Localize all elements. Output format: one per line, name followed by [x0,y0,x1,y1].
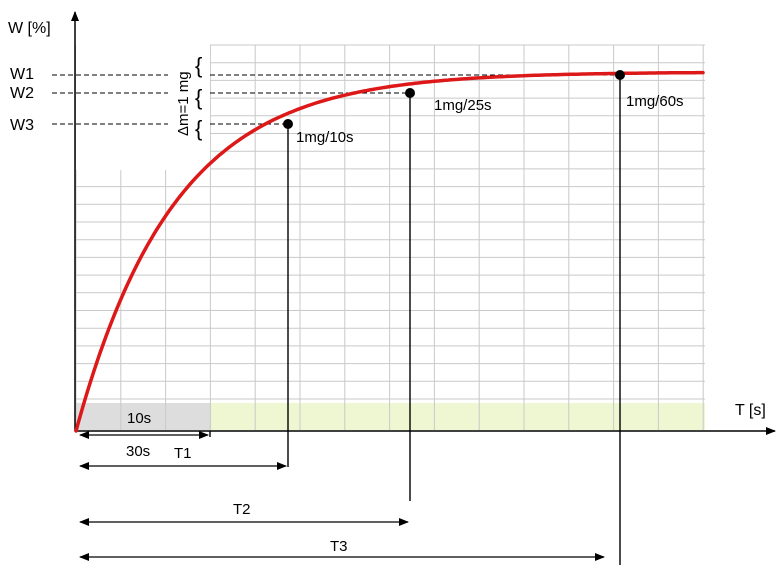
grid [75,44,705,403]
interval-t2-label: T2 [233,501,251,518]
brace-1: { [195,53,202,78]
short-window-label: 10s [127,410,151,427]
endpoint-label-3: 1mg/60s [626,93,684,110]
endpoint-marker-2 [405,88,415,98]
grid-mask [76,44,210,170]
endpoint-marker-3 [615,70,625,80]
level-w3-label: W3 [10,117,34,134]
delta-mass-label: Δm=1 mg [175,71,192,136]
drying-curve [74,70,705,433]
level-w1-label: W1 [10,66,34,83]
interval-t1-label: T1 [174,445,192,462]
endpoint-label-1: 1mg/10s [296,129,354,146]
x-axis-label: T [s] [735,402,766,419]
interval-30s-label: 30s [126,443,150,460]
y-axis-label: W [%] [8,20,51,37]
level-w2-label: W2 [10,85,34,102]
endpoint-marker-1 [283,119,293,129]
band-gray [76,403,210,430]
brace-2: { [195,85,202,110]
interval-t3-label: T3 [330,538,348,555]
endpoint-label-2: 1mg/25s [434,97,492,114]
band-green [210,403,705,430]
brace-3: { [195,116,202,141]
